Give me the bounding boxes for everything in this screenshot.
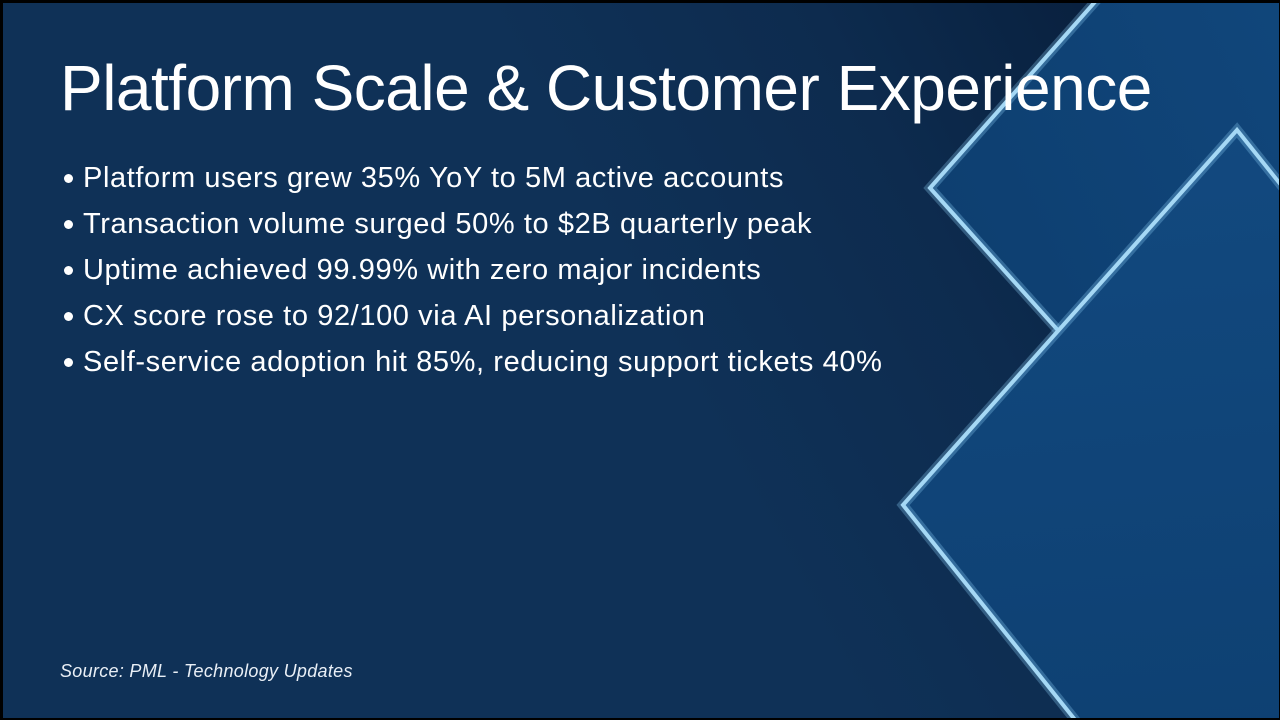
bullet-dot-icon bbox=[64, 265, 73, 275]
bullet-item: Uptime achieved 99.99% with zero major i… bbox=[64, 247, 964, 293]
bullet-text: CX score rose to 92/100 via AI personali… bbox=[83, 299, 706, 332]
bullet-dot-icon bbox=[64, 219, 73, 229]
bullet-text: Transaction volume surged 50% to $2B qua… bbox=[83, 207, 813, 240]
bullet-text: Platform users grew 35% YoY to 5M active… bbox=[83, 161, 785, 194]
bullet-list: Platform users grew 35% YoY to 5M active… bbox=[64, 155, 964, 385]
bullet-dot-icon bbox=[64, 311, 73, 321]
bullet-dot-icon bbox=[64, 173, 73, 183]
bullet-item: CX score rose to 92/100 via AI personali… bbox=[64, 293, 964, 339]
bullet-text: Uptime achieved 99.99% with zero major i… bbox=[83, 253, 762, 286]
bullet-item: Platform users grew 35% YoY to 5M active… bbox=[64, 155, 964, 201]
slide-title: Platform Scale & Customer Experience bbox=[60, 52, 1152, 124]
bullet-text: Self-service adoption hit 85%, reducing … bbox=[83, 345, 883, 378]
bullet-item: Self-service adoption hit 85%, reducing … bbox=[64, 339, 964, 385]
bullet-item: Transaction volume surged 50% to $2B qua… bbox=[64, 201, 964, 247]
source-text: Source: PML - Technology Updates bbox=[60, 661, 353, 681]
bullet-dot-icon bbox=[64, 357, 73, 367]
